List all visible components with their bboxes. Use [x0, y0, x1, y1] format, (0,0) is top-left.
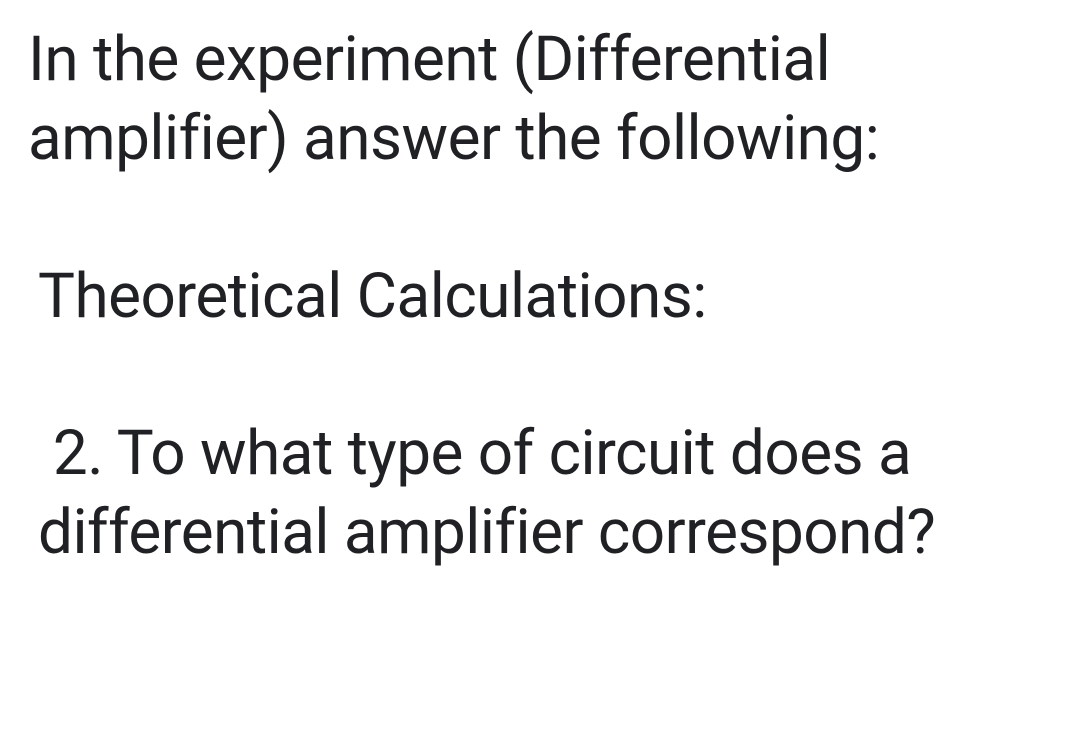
question-paragraph: 2. To what type of circuit does a differ…	[28, 414, 1052, 573]
intro-paragraph: In the experiment (Differential amplifie…	[28, 20, 1052, 179]
section-heading: Theoretical Calculations:	[28, 257, 1052, 336]
